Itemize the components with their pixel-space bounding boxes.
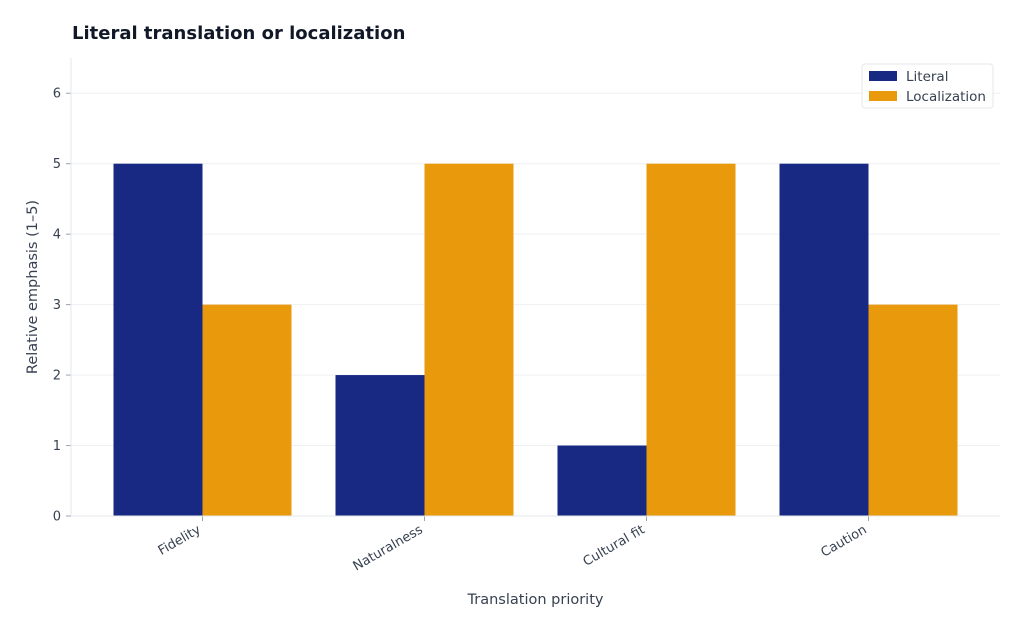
chart-title: Literal translation or localization (72, 23, 405, 44)
legend-label-localization: Localization (906, 89, 986, 105)
y-tick-label: 4 (53, 228, 61, 243)
y-tick-label: 3 (53, 298, 61, 313)
legend-label-literal: Literal (906, 69, 948, 85)
y-tick-label: 5 (53, 157, 61, 172)
bar-literal-caution (779, 163, 869, 516)
x-tick-label: Caution (819, 522, 870, 560)
x-axis-ticks: Fidelity Naturalness Cultural fit Caution (156, 516, 870, 574)
y-tick-label: 6 (53, 87, 61, 102)
y-tick-label: 2 (53, 369, 61, 384)
x-tick-label: Fidelity (156, 522, 204, 558)
legend: Literal Localization (861, 63, 994, 109)
y-tick-label: 0 (53, 510, 61, 525)
bar-literal-naturalness (335, 375, 425, 516)
legend-swatch-literal (869, 71, 897, 81)
y-tick-label: 1 (53, 439, 61, 454)
bar-localization-naturalness (424, 163, 514, 516)
x-tick-label: Naturalness (351, 522, 426, 574)
y-axis-ticks: 0 1 2 3 4 5 6 (53, 87, 71, 525)
bar-localization-caution (868, 304, 958, 516)
x-axis-label: Translation priority (467, 592, 604, 608)
bar-literal-cultural-fit (557, 445, 647, 516)
bars (113, 163, 958, 516)
x-tick-label: Cultural fit (581, 522, 648, 569)
bar-localization-fidelity (202, 304, 292, 516)
bar-localization-cultural-fit (646, 163, 736, 516)
y-axis-label: Relative emphasis (1–5) (25, 200, 41, 374)
bar-literal-fidelity (113, 163, 203, 516)
legend-swatch-localization (869, 91, 897, 101)
